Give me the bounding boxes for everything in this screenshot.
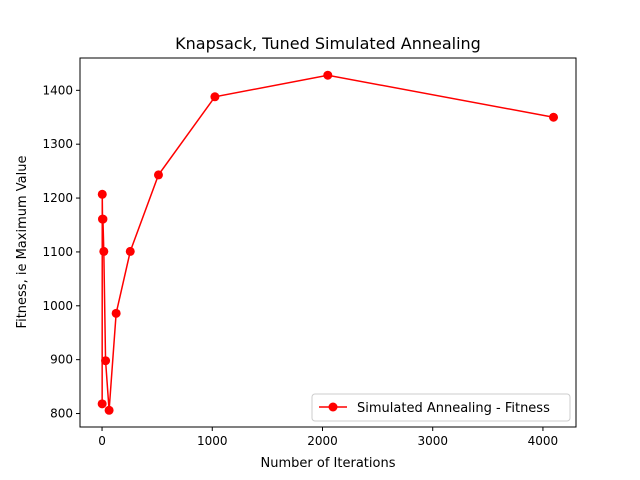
y-tick-label: 1000 <box>42 299 73 313</box>
plot-frame <box>79 57 577 428</box>
y-tick-label: 1400 <box>42 83 73 97</box>
x-tick-label: 4000 <box>528 434 559 448</box>
data-point <box>549 112 559 122</box>
y-tick-label: 1200 <box>42 191 73 205</box>
data-point <box>98 214 108 224</box>
data-point <box>153 170 163 180</box>
plot-area: 0 1000 2000 3000 4000 800 900 1000 1100 1200 1300 1… <box>42 57 577 448</box>
x-axis-label: Number of Iterations <box>261 456 396 471</box>
x-tick-label: 0 <box>98 434 106 448</box>
data-point <box>111 308 121 318</box>
y-axis-label: Fitness, ie Maximum Value <box>15 156 30 329</box>
data-point <box>104 405 114 415</box>
y-tick-label: 900 <box>50 353 73 367</box>
legend-series-label: Simulated Annealing - Fitness <box>357 401 550 416</box>
data-point <box>125 246 135 256</box>
x-tick-label: 1000 <box>197 434 228 448</box>
y-tick-label: 1100 <box>42 245 73 259</box>
legend-marker-sample <box>328 402 338 412</box>
data-point <box>210 92 220 102</box>
x-tick-label: 2000 <box>307 434 338 448</box>
y-tick-label: 1300 <box>42 137 73 151</box>
legend-box <box>311 393 571 422</box>
data-point <box>97 189 107 199</box>
data-point <box>323 70 333 80</box>
chart-title: Knapsack, Tuned Simulated Annealing <box>175 34 481 53</box>
x-tick-label: 3000 <box>417 434 448 448</box>
data-point <box>101 356 111 366</box>
y-tick-label: 800 <box>50 407 73 421</box>
data-point <box>99 246 109 256</box>
legend: Simulated Annealing - Fitness <box>311 393 571 422</box>
data-point <box>97 399 107 409</box>
